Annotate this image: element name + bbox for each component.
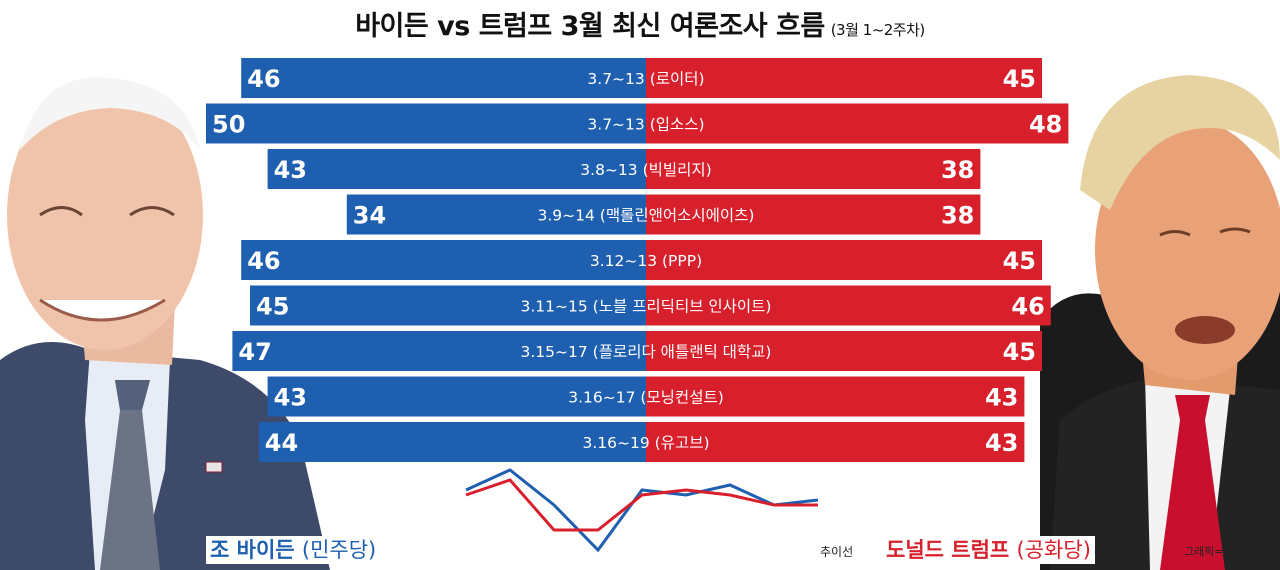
category-label-8: 3.16~19 (유고브) [582, 434, 709, 452]
value-label-biden-5: 45 [256, 293, 289, 321]
value-label-biden-6: 47 [238, 338, 271, 366]
category-label-4: 3.12~13 (PPP) [590, 252, 702, 270]
category-label-6: 3.15~17 (플로리다 애틀랜틱 대학교) [521, 343, 772, 361]
bar-biden-1 [206, 104, 646, 144]
value-label-trump-1: 48 [1029, 111, 1062, 139]
value-label-trump-7: 43 [985, 384, 1018, 412]
trump-name-label: 도널드 트럼프 (공화당) [882, 536, 1095, 564]
trend-line-biden [466, 470, 818, 550]
value-label-biden-7: 43 [274, 384, 307, 412]
trend-line-label: 추이선 [820, 543, 853, 560]
biden-name: 조 바이든 [210, 538, 295, 562]
value-label-trump-8: 43 [985, 429, 1018, 457]
trend-line-trump [466, 480, 818, 530]
biden-name-label: 조 바이든 (민주당) [206, 536, 380, 564]
value-label-biden-1: 50 [212, 111, 245, 139]
value-label-trump-2: 38 [941, 156, 974, 184]
category-label-7: 3.16~17 (모닝컨설트) [568, 389, 724, 407]
bar-biden-4 [241, 240, 646, 280]
trump-name: 도널드 트럼프 [886, 538, 1009, 562]
graphic-credit: 그래픽=김예솔 [1184, 543, 1254, 559]
value-label-trump-6: 45 [1003, 338, 1036, 366]
bar-trump-4 [646, 240, 1042, 280]
bar-trump-0 [646, 58, 1042, 98]
bar-trump-1 [646, 104, 1068, 144]
category-label-5: 3.11~15 (노블 프리딕티브 인사이트) [521, 298, 772, 316]
category-label-2: 3.8~13 (빅빌리지) [580, 161, 711, 179]
value-label-trump-5: 46 [1011, 293, 1044, 321]
value-label-biden-8: 44 [265, 429, 298, 457]
value-label-trump-0: 45 [1003, 65, 1036, 93]
value-label-trump-4: 45 [1003, 247, 1036, 275]
category-label-3: 3.9~14 (맥롤린앤어소시에이츠) [538, 207, 755, 225]
biden-party: (민주당) [302, 538, 376, 562]
value-label-biden-0: 46 [247, 65, 280, 93]
value-label-biden-3: 34 [353, 202, 386, 230]
category-label-1: 3.7~13 (입소스) [587, 116, 704, 134]
value-label-biden-2: 43 [274, 156, 307, 184]
trump-party: (공화당) [1017, 538, 1091, 562]
bar-biden-0 [241, 58, 646, 98]
category-label-0: 3.7~13 (로이터) [587, 70, 704, 88]
value-label-biden-4: 46 [247, 247, 280, 275]
value-label-trump-3: 38 [941, 202, 974, 230]
